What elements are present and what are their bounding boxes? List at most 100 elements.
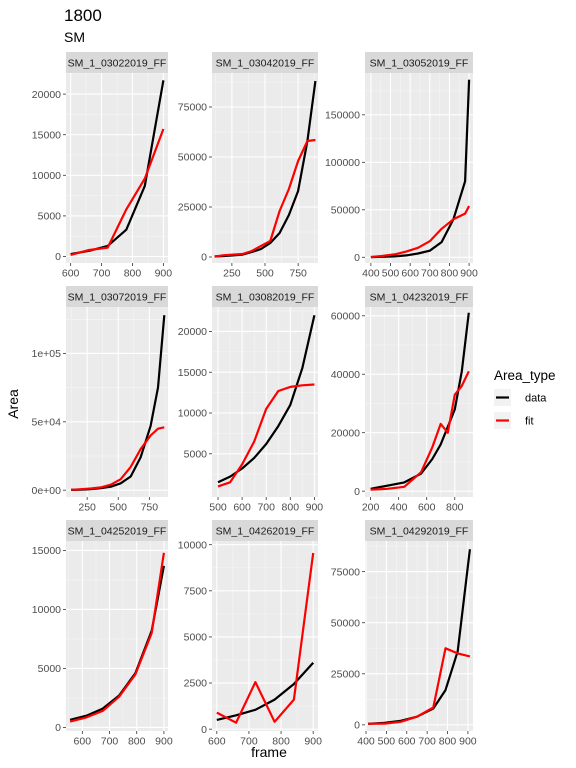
y-tick-label: 0 [354,252,360,264]
x-tick-label: 700 [93,268,111,280]
y-tick-label: 0 [201,252,207,264]
series-line-fit [70,128,165,256]
facet-panel: SM_1_03042019_FF 250 500 750 0 25000 50000 7500… [178,52,318,280]
series-lines [368,549,471,725]
x-tick-label: 900 [155,268,173,280]
x-tick-label: 250 [223,268,241,280]
y-axis-title: Area [5,389,21,419]
series-line-fit [370,205,471,259]
gridlines [212,73,318,263]
facet-strip-label: SM_1_04262019_FF [216,526,315,538]
series-line-fit [69,552,165,723]
x-tick-label: 800 [441,268,459,280]
gridlines [66,307,168,497]
y-tick-label: 15000 [32,129,61,141]
gridlines [365,541,473,731]
x-tick-label: 700 [421,268,439,280]
y-tick-label: 100000 [325,157,360,169]
y-tick-label: 20000 [178,326,207,338]
panel-background [365,73,473,263]
x-tick-label: 200 [362,502,380,514]
x-tick-label: 800 [124,268,142,280]
y-tick-label: 10000 [178,408,207,420]
series-lines [69,552,165,723]
y-tick-label: 40000 [331,369,360,381]
facet-strip [365,520,473,541]
x-tick-label: 600 [233,502,251,514]
facet-strip [212,52,318,73]
facet-panel: SM_1_04292019_FF 400 500 600 700 800 900 0 25000… [331,520,477,748]
y-tick-label: 5000 [184,448,208,460]
x-axis-title: frame [251,744,287,760]
panel-background [212,307,318,497]
series-line-fit [368,647,471,725]
facet-strip-label: SM_1_04232019_FF [370,292,469,304]
y-tick-label: 10000 [32,170,61,182]
series-line-fit [70,426,165,491]
facet-strip-label: SM_1_03042019_FF [216,58,315,70]
series-line-fit [216,552,315,724]
y-tick-label: 5000 [38,211,62,223]
facet-panel: SM_1_04232019_FF 200 400 600 800 0 20000 40000 6… [331,286,473,514]
facet-strip [212,286,318,307]
y-tick-label: 75000 [331,566,360,578]
facet-strip-label: SM_1_04292019_FF [370,526,469,538]
y-tick-label: 5000 [184,632,208,644]
legend-key-data: data [494,389,547,406]
x-tick-label: 400 [357,736,375,748]
x-tick-label: 800 [446,502,464,514]
y-tick-label: 2500 [184,678,208,690]
series-line-fit [217,383,315,488]
x-tick-label: 250 [78,502,96,514]
x-tick-label: 800 [439,736,457,748]
series-lines [370,312,470,491]
y-tick-label: 5e+04 [32,417,62,429]
x-tick-label: 500 [256,268,274,280]
y-tick-label: 50000 [178,152,207,164]
facet-strip [66,286,168,307]
x-tick-label: 700 [257,502,275,514]
facet-panel: SM_1_03022019_FF 600 700 800 900 0 5000 10000 15… [32,52,173,280]
series-lines [70,80,165,256]
legend-title: Area_type [494,368,556,383]
facet-strip-label: SM_1_03052019_FF [370,58,469,70]
gridlines [66,541,168,731]
facet-panel: SM_1_04262019_FF 600 700 800 900 0 2500 5000 750… [178,520,322,748]
y-tick-label: 150000 [325,110,360,122]
y-tick-label: 75000 [178,102,207,114]
panel-background [66,541,168,731]
panel-background [365,541,473,731]
series-line-data [370,79,471,259]
y-tick-label: 50000 [331,205,360,217]
facet-panel: SM_1_03072019_FF 250 500 750 0e+00 5e+04 1e+05 [32,286,168,514]
x-tick-label: 400 [362,268,380,280]
y-tick-label: 0 [354,486,360,498]
facet-strip [66,52,168,73]
y-tick-label: 0 [55,251,61,263]
facet-panel: SM_1_03082019_FF 500 600 700 800 900 5000 10000… [178,286,324,514]
x-tick-label: 700 [101,736,119,748]
x-tick-label: 500 [109,502,127,514]
gridlines [212,541,318,731]
y-tick-label: 0e+00 [32,485,62,497]
x-tick-label: 700 [240,736,258,748]
facet-strip [365,286,473,307]
series-line-fit [370,370,470,491]
facet-strip [365,52,473,73]
legend: Area_type data fit [494,368,556,429]
y-tick-label: 15000 [32,545,61,557]
x-tick-label: 600 [401,268,419,280]
facet-strip-label: SM_1_03082019_FF [216,292,315,304]
x-tick-label: 600 [62,268,80,280]
gridlines [66,73,168,263]
legend-key-fit: fit [494,412,534,429]
series-lines [214,80,317,258]
panel-background [66,307,168,497]
series-line-data [370,312,470,490]
x-tick-label: 900 [306,502,324,514]
x-tick-label: 500 [378,736,396,748]
y-tick-label: 20000 [331,427,360,439]
y-tick-label: 25000 [178,202,207,214]
